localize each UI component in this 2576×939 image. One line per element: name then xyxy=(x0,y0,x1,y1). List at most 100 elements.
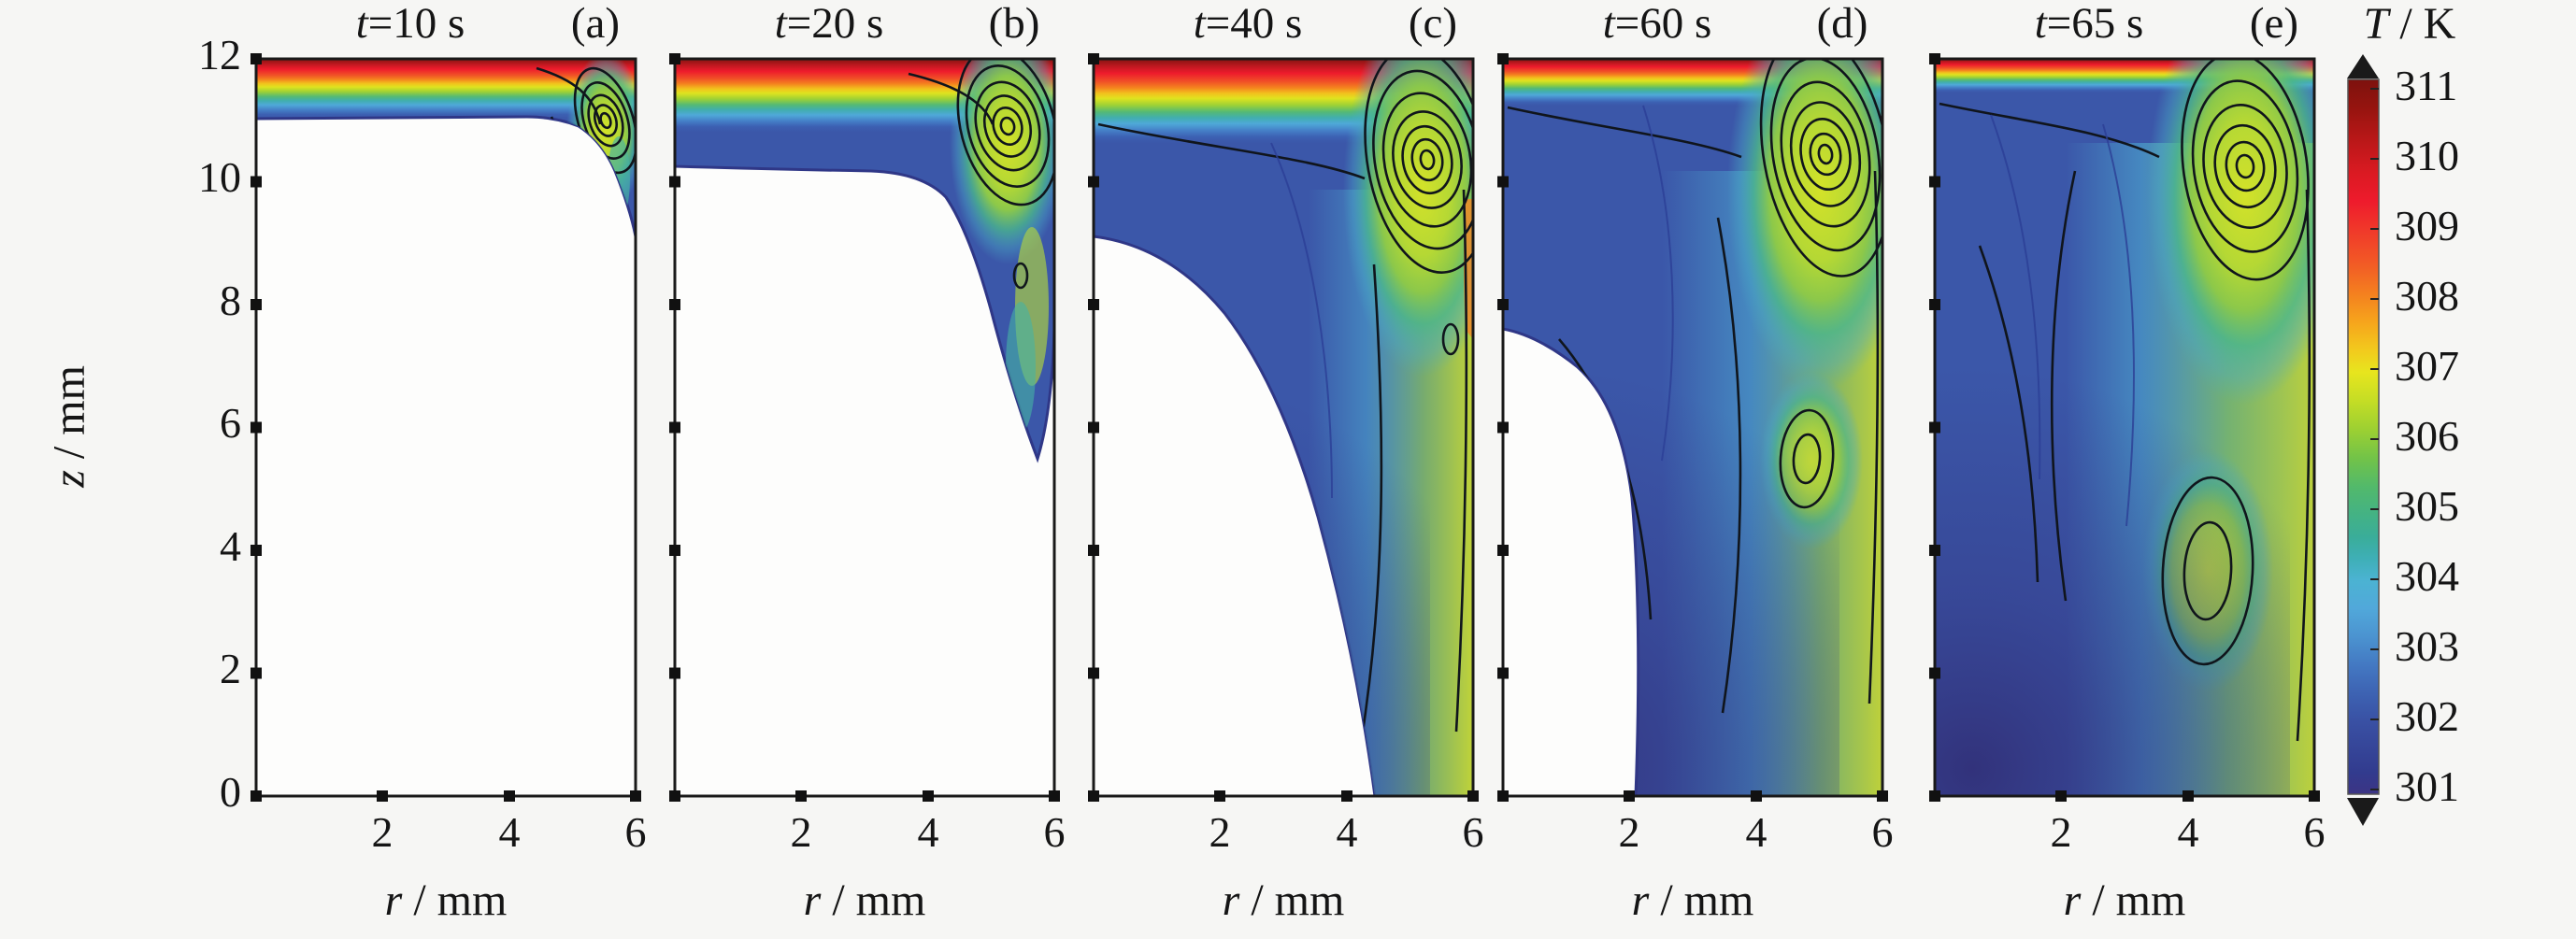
colorbar-ticks xyxy=(2370,88,2379,790)
panel-b-labels: t=20 s (b) 2 4 6 r / mm xyxy=(675,0,1066,939)
x-axis-title: r / mm xyxy=(762,875,967,926)
x-axis-variable: r xyxy=(1222,875,1240,925)
x-tick-label: 2 xyxy=(1209,808,1231,856)
time-value: =40 s xyxy=(1205,0,1303,48)
panel-b-overlays xyxy=(884,59,1054,433)
x-axis-unit: / mm xyxy=(1649,875,1754,925)
colorbar-tick-306: 306 xyxy=(2395,412,2459,460)
x-axis-variable: r xyxy=(1631,875,1650,925)
axis-tick-squares xyxy=(1929,53,2320,802)
x-tick-label: 2 xyxy=(371,808,394,856)
x-tick-label: 6 xyxy=(624,808,647,856)
x-tick-label: 6 xyxy=(2303,808,2326,856)
axis-tick-squares xyxy=(250,53,641,802)
time-value: =65 s xyxy=(2046,0,2144,48)
panel-e-letter: (e) xyxy=(2249,0,2299,48)
y-tick-label-6: 6 xyxy=(220,399,241,447)
x-axis-variable: r xyxy=(384,875,403,925)
streamlines xyxy=(1939,59,2311,742)
y-tick-label-2: 2 xyxy=(220,645,241,692)
panel-d-labels: t=60 s (d) 2 4 6 r / mm xyxy=(1503,0,1894,939)
axis-tick-squares xyxy=(669,53,1060,802)
x-axis-title: r / mm xyxy=(343,875,549,926)
x-tick-label: 4 xyxy=(1745,808,1767,856)
colorbar-tick-311: 311 xyxy=(2395,62,2458,109)
panel-a-title: t=10 s xyxy=(289,0,532,49)
panel-e-overlays xyxy=(1935,59,2314,796)
colorbar-title: T / K xyxy=(2307,0,2512,50)
y-axis-title: z / mm xyxy=(44,323,95,529)
cool-corner-shade xyxy=(1935,292,2290,796)
y-tick-label-12: 12 xyxy=(198,31,241,78)
panel-d-title: t=60 s xyxy=(1536,0,1779,49)
panel-c-plot xyxy=(1088,53,1479,802)
time-value: =20 s xyxy=(786,0,884,48)
colorbar-above-max-arrow-icon xyxy=(2347,54,2379,78)
time-variable: t xyxy=(774,0,787,48)
colorbar-tick-307: 307 xyxy=(2395,342,2459,390)
colorbar-tick-309: 309 xyxy=(2395,202,2459,249)
x-axis-title: r / mm xyxy=(1181,875,1386,926)
colorbar-tick-301: 301 xyxy=(2395,762,2459,810)
panel-a-letter: (a) xyxy=(570,0,621,48)
colorbar-tick-303: 303 xyxy=(2395,622,2459,670)
panel-a-labels: t=10 s (a) 2 4 6 r / mm xyxy=(256,0,647,939)
y-tick-label-10: 10 xyxy=(198,153,241,201)
y-tick-label-0: 0 xyxy=(220,768,241,816)
x-axis-unit: / mm xyxy=(821,875,926,925)
y-tick-label-8: 8 xyxy=(220,277,241,324)
time-variable: t xyxy=(355,0,368,48)
vortex-blob xyxy=(1727,59,1882,391)
panel-e-title: t=65 s xyxy=(1968,0,2211,49)
panel-b-plot xyxy=(669,53,1060,802)
time-value: =10 s xyxy=(367,0,465,48)
panel-e-plot xyxy=(1929,53,2320,802)
vortex-blob xyxy=(950,59,1054,264)
x-axis-variable: r xyxy=(2063,875,2082,925)
x-tick-label: 6 xyxy=(1871,808,1894,856)
y-axis-unit: / mm xyxy=(44,365,94,471)
x-tick-label: 4 xyxy=(917,808,939,856)
temperature-contour xyxy=(1270,142,1333,499)
time-variable: t xyxy=(1602,0,1615,48)
panel-b-title: t=20 s xyxy=(708,0,951,49)
colorbar-tick-302: 302 xyxy=(2395,692,2459,740)
temperature-contour xyxy=(1642,105,1674,462)
x-axis-unit: / mm xyxy=(2081,875,2186,925)
panel-e-labels: t=65 s (e) 2 4 6 r / mm xyxy=(1935,0,2326,939)
panel-d-plot xyxy=(1497,53,1888,802)
x-tick-label: 6 xyxy=(1043,808,1066,856)
axis-tick-squares xyxy=(1088,53,1479,802)
time-variable: t xyxy=(2034,0,2047,48)
temperature-contours xyxy=(1990,114,2135,527)
axis-tick-squares xyxy=(1497,53,1888,802)
panel-c-title: t=40 s xyxy=(1126,0,1369,49)
colorbar-gradient xyxy=(2347,78,2380,795)
x-axis-title: r / mm xyxy=(1590,875,1796,926)
y-axis-variable: z xyxy=(44,470,94,488)
panel-c-letter: (c) xyxy=(1408,0,1458,48)
streamlines xyxy=(1507,59,1882,714)
x-tick-label: 6 xyxy=(1462,808,1484,856)
time-value: =60 s xyxy=(1614,0,1712,48)
panel-a-domain xyxy=(256,59,636,796)
x-tick-label: 4 xyxy=(498,808,521,856)
colorbar-tick-308: 308 xyxy=(2395,272,2459,320)
panel-a-plot xyxy=(250,53,641,802)
colorbar-unit: / K xyxy=(2388,0,2456,49)
colorbar-tick-304: 304 xyxy=(2395,552,2459,600)
x-tick-label: 2 xyxy=(2050,808,2072,856)
x-axis-variable: r xyxy=(803,875,822,925)
x-axis-unit: / mm xyxy=(402,875,508,925)
x-tick-label: 4 xyxy=(1336,808,1358,856)
y-tick-label-4: 4 xyxy=(220,522,241,570)
colorbar-tick-305: 305 xyxy=(2395,482,2459,530)
colorbar-tick-310: 310 xyxy=(2395,132,2459,179)
panel-b-letter: (b) xyxy=(988,0,1040,48)
x-tick-label: 2 xyxy=(1618,808,1640,856)
x-tick-label: 2 xyxy=(790,808,812,856)
x-axis-title: r / mm xyxy=(2022,875,2227,926)
colorbar xyxy=(2347,54,2380,826)
